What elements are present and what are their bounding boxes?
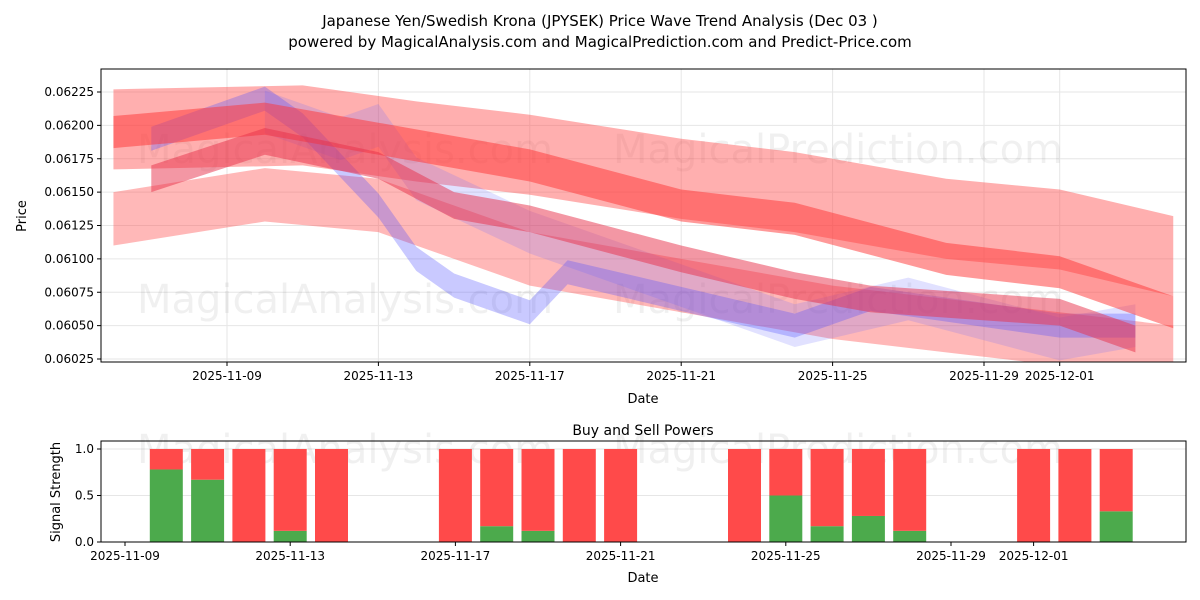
x-axis-label: Date	[627, 571, 658, 586]
y-tick-label: 0.06100	[44, 252, 94, 266]
bar-buy	[1099, 511, 1133, 542]
bar-buy	[149, 469, 183, 542]
bar-buy	[273, 530, 307, 542]
bar-buy	[769, 495, 803, 542]
y-tick-label: 0.0	[75, 535, 94, 549]
bar-buy	[810, 526, 844, 542]
y-tick-label: 0.06050	[44, 319, 94, 333]
y-tick-label: 0.5	[75, 489, 94, 503]
band-red-mid-lower	[151, 128, 1136, 353]
bar-buy	[191, 479, 225, 542]
bar-sell	[191, 449, 225, 480]
x-tick-label: 2025-11-09	[192, 369, 262, 383]
bar-sell	[521, 449, 555, 531]
bottom-chart-title: Buy and Sell Powers	[572, 423, 713, 439]
bar-sell	[149, 449, 183, 470]
bar-sell	[438, 449, 472, 542]
y-tick-label: 0.06025	[44, 352, 94, 366]
watermark: MagicalPrediction.com	[613, 127, 1063, 173]
x-tick-label: 2025-11-29	[916, 549, 986, 563]
y-tick-label: 0.06225	[44, 85, 94, 99]
bands	[113, 85, 1174, 362]
bar-sell	[1099, 449, 1133, 512]
chart-title: Japanese Yen/Swedish Krona (JPYSEK) Pric…	[321, 12, 878, 30]
x-tick-label: 2025-11-29	[949, 369, 1019, 383]
bar-sell	[232, 449, 266, 542]
bar-buy	[480, 526, 514, 542]
x-tick-label: 2025-11-13	[255, 549, 325, 563]
bar-sell	[315, 449, 348, 542]
bar-sell	[769, 449, 803, 496]
band-red-mid-upper	[113, 102, 1174, 329]
y-axis-label: Signal Strength	[49, 442, 64, 542]
watermark: MagicalAnalysis.com	[137, 277, 553, 323]
y-tick-label: 0.06175	[44, 152, 94, 166]
y-tick-label: 0.06150	[44, 185, 94, 199]
bar-sell	[810, 449, 844, 527]
plot-frame	[100, 68, 1187, 363]
x-tick-label: 2025-11-21	[646, 369, 716, 383]
bar-sell	[851, 449, 885, 516]
y-tick-label: 0.06125	[44, 219, 94, 233]
bar-buy	[893, 530, 927, 542]
x-tick-label: 2025-11-21	[586, 549, 656, 563]
bar-sell	[562, 449, 596, 542]
x-tick-label: 2025-12-01	[999, 549, 1069, 563]
x-axis-label: Date	[627, 392, 658, 407]
chart-subtitle: powered by MagicalAnalysis.com and Magic…	[288, 33, 912, 51]
bar-sell	[480, 449, 514, 527]
plot-frame	[100, 440, 1187, 543]
y-tick-label: 0.06200	[44, 118, 94, 132]
x-tick-label: 2025-11-17	[495, 369, 565, 383]
y-tick-label: 0.06075	[44, 285, 94, 299]
bar-sell	[273, 449, 307, 531]
x-tick-label: 2025-11-25	[751, 549, 821, 563]
x-tick-label: 2025-11-13	[344, 369, 414, 383]
bar-buy	[851, 515, 885, 542]
bar-buy	[521, 530, 555, 542]
bar-sell	[1017, 449, 1051, 542]
bar-sell	[893, 449, 927, 531]
bar-sell	[1058, 449, 1092, 542]
x-tick-label: 2025-11-17	[421, 549, 491, 563]
x-tick-label: 2025-11-25	[798, 369, 868, 383]
y-axis-label: Price	[15, 200, 30, 232]
bar-sell	[728, 449, 761, 542]
x-tick-label: 2025-11-09	[90, 549, 160, 563]
bar-sell	[604, 449, 638, 542]
y-tick-label: 1.0	[75, 442, 94, 456]
x-tick-label: 2025-12-01	[1025, 369, 1095, 383]
